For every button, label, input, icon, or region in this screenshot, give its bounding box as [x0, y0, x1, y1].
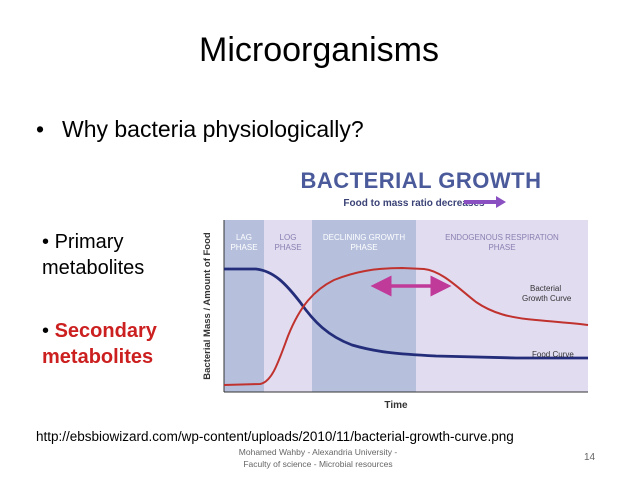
figure-title: BACTERIAL GROWTH — [300, 168, 541, 193]
phase-label-endogenous-2: PHASE — [488, 243, 515, 252]
bacterial-growth-curve — [223, 266, 589, 386]
phase-label-lag-1: LAG — [236, 233, 252, 242]
primary-line2: metabolites — [42, 257, 145, 279]
bacterial-growth-figure: BACTERIAL GROWTH Food to mass ratio decr… — [196, 158, 638, 412]
phase-band-lag — [224, 220, 264, 392]
phase-label-lag-2: PHASE — [230, 243, 257, 252]
footer-credit: Mohamed Wahby - Alexandria University - … — [208, 446, 428, 470]
slide-title: Microorganisms — [199, 31, 439, 69]
x-axis-label: Time — [384, 400, 408, 411]
bacterial-curve-label-1: Bacterial — [530, 284, 561, 293]
source-url[interactable]: http://ebsbiowizard.com/wp-content/uploa… — [36, 429, 514, 444]
food-curve-label: Food Curve — [532, 350, 574, 359]
food-curve — [224, 267, 588, 360]
subtitle-arrow-icon — [464, 196, 506, 208]
phase-label-declining-2: PHASE — [350, 243, 377, 252]
phase-label-endogenous-1: ENDOGENOUS RESPIRATION — [445, 233, 559, 242]
phase-band-endogenous — [416, 220, 588, 392]
footer-line2: Faculty of science - Microbial resources — [243, 459, 393, 469]
main-bullet-text: Why bacteria physiologically? — [62, 116, 364, 142]
secondary-line1: Secondary — [54, 320, 157, 342]
page-number: 14 — [584, 452, 596, 463]
bullet-marker: • — [42, 320, 50, 342]
bullet-marker: • — [36, 116, 45, 142]
bacterial-curve-label-2: Growth Curve — [522, 294, 572, 303]
figure-subtitle: Food to mass ratio decreases — [343, 198, 485, 209]
y-axis-label: Bacterial Mass / Amount of Food — [202, 232, 213, 380]
phase-label-log-2: PHASE — [274, 243, 301, 252]
growth-curve-svg: BACTERIAL GROWTH Food to mass ratio decr… — [202, 168, 589, 411]
bullet-marker: • — [42, 231, 50, 253]
main-bullet: • Why bacteria physiologically? — [36, 115, 364, 143]
phase-label-declining-1: DECLINING GROWTH — [323, 233, 405, 242]
footer-line1: Mohamed Wahby - Alexandria University - — [238, 447, 398, 457]
phase-band-declining — [312, 220, 416, 392]
primary-line1: Primary — [54, 231, 124, 253]
primary-metabolites-bullet: • Primary metabolites — [42, 229, 144, 281]
secondary-metabolites-bullet: • Secondary metabolites — [42, 318, 157, 370]
phase-label-log-1: LOG — [280, 233, 297, 242]
secondary-line2: metabolites — [42, 346, 154, 368]
